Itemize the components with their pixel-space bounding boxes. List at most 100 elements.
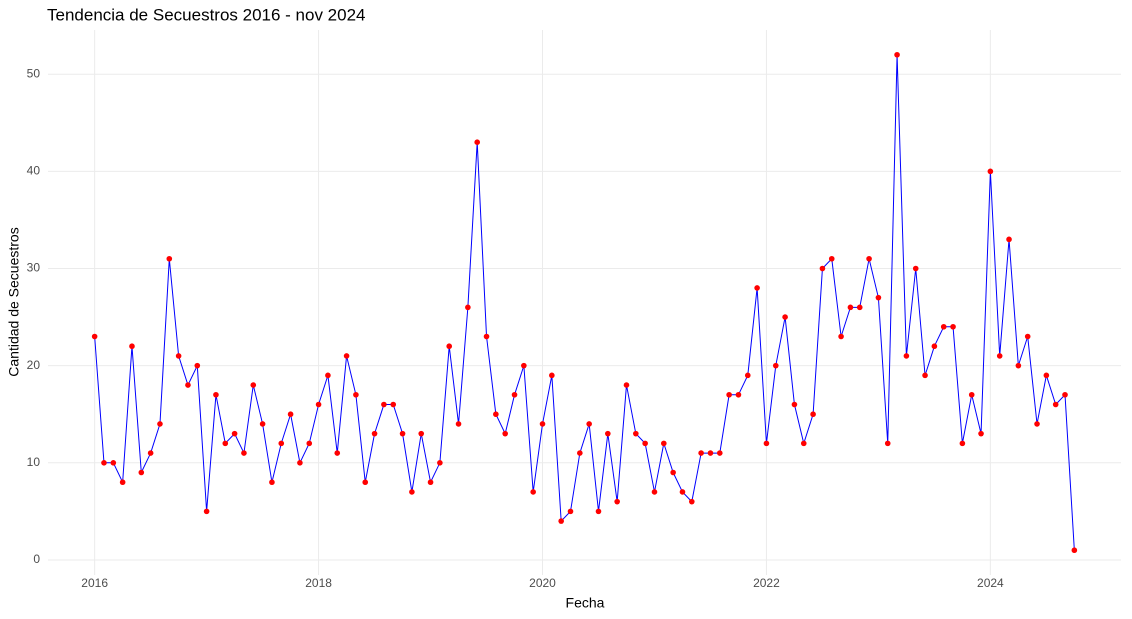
point <box>651 489 658 495</box>
point <box>978 430 984 437</box>
point <box>129 343 135 350</box>
point <box>716 450 723 456</box>
point <box>959 440 966 447</box>
x-tick-label: 2024 <box>977 576 1004 590</box>
point <box>633 430 639 437</box>
point <box>884 440 891 447</box>
point <box>698 450 704 456</box>
point <box>371 430 378 437</box>
point <box>642 440 648 447</box>
point <box>670 469 676 476</box>
point <box>595 508 602 515</box>
x-axis-label: Fecha <box>566 595 605 611</box>
point <box>614 498 620 505</box>
point <box>661 440 667 447</box>
point <box>306 440 313 447</box>
point <box>1034 421 1040 427</box>
point <box>474 139 481 146</box>
point <box>315 401 322 408</box>
chart-title: Tendencia de Secuestros 2016 - nov 2024 <box>47 5 366 24</box>
y-axis-label: Cantidad de Secuestros <box>6 227 22 376</box>
point <box>334 450 341 456</box>
point <box>1052 401 1059 408</box>
point <box>521 362 527 369</box>
point <box>558 518 564 524</box>
point <box>390 401 397 408</box>
point <box>437 459 443 466</box>
point <box>735 391 742 398</box>
point <box>259 421 266 427</box>
point <box>297 459 303 466</box>
point <box>502 430 508 437</box>
point <box>493 411 499 418</box>
y-tick-label: 50 <box>27 66 41 80</box>
point <box>800 440 807 447</box>
point <box>287 411 294 418</box>
point <box>1071 547 1078 554</box>
y-tick-label: 30 <box>27 261 41 275</box>
point <box>278 440 285 447</box>
point <box>241 450 247 456</box>
point <box>875 294 882 301</box>
point <box>119 479 126 486</box>
point <box>1006 236 1012 243</box>
point <box>605 430 611 437</box>
point <box>530 489 536 495</box>
point <box>828 255 835 262</box>
point <box>968 391 975 398</box>
line <box>94 54 1075 551</box>
point <box>1015 362 1022 369</box>
point <box>567 508 574 515</box>
point <box>465 304 471 311</box>
point <box>894 51 900 58</box>
point <box>810 411 816 418</box>
point <box>362 479 369 486</box>
point <box>1043 372 1050 379</box>
point <box>325 372 331 379</box>
point <box>446 343 453 350</box>
point <box>912 265 919 272</box>
point <box>353 391 359 398</box>
point <box>744 372 751 379</box>
point <box>194 362 201 369</box>
point <box>231 430 238 437</box>
point <box>838 333 844 340</box>
point <box>175 353 182 359</box>
point <box>147 450 154 456</box>
point <box>269 479 275 486</box>
point <box>185 382 191 388</box>
point <box>91 333 98 340</box>
point <box>203 508 210 515</box>
point <box>166 255 173 262</box>
point <box>157 421 163 427</box>
point <box>726 391 732 398</box>
point <box>950 323 956 330</box>
point <box>222 440 229 447</box>
point <box>138 469 145 476</box>
point <box>763 440 770 447</box>
point <box>511 391 518 398</box>
point <box>399 430 406 437</box>
point <box>250 382 257 388</box>
point <box>427 479 434 486</box>
point <box>922 372 928 379</box>
point <box>689 498 695 505</box>
point <box>819 265 826 272</box>
x-tick-label: 2022 <box>753 576 780 590</box>
point <box>772 362 779 369</box>
point <box>791 401 798 408</box>
point <box>418 430 425 437</box>
point <box>847 304 854 311</box>
x-tick-label: 2018 <box>305 576 332 590</box>
y-tick-label: 40 <box>27 164 41 178</box>
point <box>110 459 117 466</box>
point <box>577 450 583 456</box>
point <box>866 255 872 262</box>
point <box>213 391 219 398</box>
point <box>101 459 107 466</box>
point <box>343 353 350 359</box>
point <box>381 401 387 408</box>
point <box>623 382 630 388</box>
